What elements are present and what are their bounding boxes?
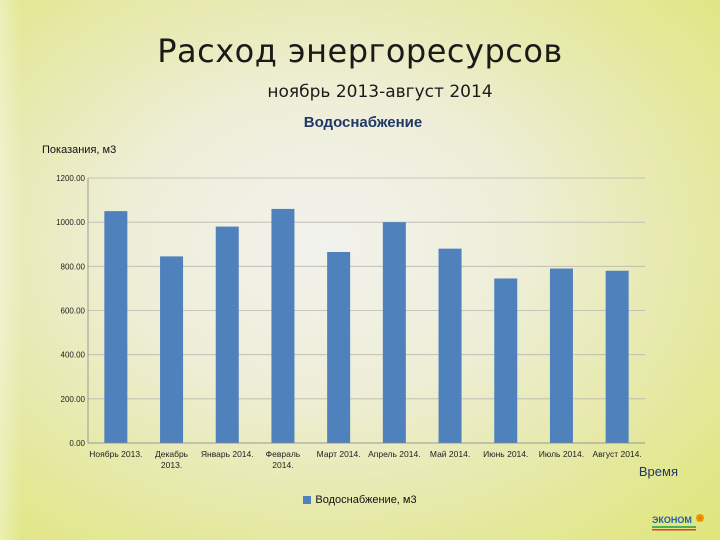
x-tick-label: Февраль 2014. — [266, 449, 301, 470]
x-tick-label: Январь 2014. — [201, 449, 254, 459]
bar — [494, 278, 518, 443]
decorative-band — [0, 0, 22, 540]
bar — [438, 248, 462, 443]
x-tick-label: Декабрь 2013. — [155, 449, 189, 470]
y-tick-label: 400.00 — [61, 351, 86, 360]
bar — [160, 256, 184, 443]
y-tick-label: 600.00 — [61, 307, 86, 316]
slide-subtitle: ноябрь 2013-август 2014 — [267, 82, 493, 102]
company-logo: ЭКОНОМ — [652, 514, 704, 531]
x-tick-label: Апрель 2014. — [368, 449, 420, 459]
x-tick-label: Июнь 2014. — [483, 449, 528, 459]
bar — [549, 268, 573, 443]
logo-text: ЭКОНОМ — [652, 515, 692, 525]
bar — [215, 226, 239, 443]
y-tick-label: 1000.00 — [56, 218, 85, 227]
bar — [382, 222, 406, 443]
legend-label: Водоснабжение, м3 — [315, 494, 417, 506]
bar — [271, 208, 295, 443]
y-axis-label: Показания, м3 — [42, 144, 117, 156]
x-tick-label: Июль 2014. — [539, 449, 584, 459]
chart-legend: Водоснабжение, м3 — [0, 494, 720, 506]
slide-title: Расход энергоресурсов — [157, 32, 563, 70]
y-tick-label: 1200.00 — [56, 174, 85, 183]
y-tick-label: 0.00 — [69, 439, 85, 448]
bar — [605, 270, 629, 443]
x-tick-label: Август 2014. — [593, 449, 642, 459]
legend-swatch — [303, 496, 312, 505]
y-tick-label: 800.00 — [61, 262, 86, 271]
chart-title: Водоснабжение — [303, 114, 423, 131]
x-axis-label: Время — [638, 464, 678, 479]
y-tick-label: 200.00 — [61, 395, 86, 404]
x-tick-label: Ноябрь 2013. — [89, 449, 142, 459]
bar — [327, 251, 351, 443]
x-tick-label: Май 2014. — [430, 449, 470, 459]
bar — [104, 211, 128, 443]
x-tick-label: Март 2014. — [317, 449, 361, 459]
